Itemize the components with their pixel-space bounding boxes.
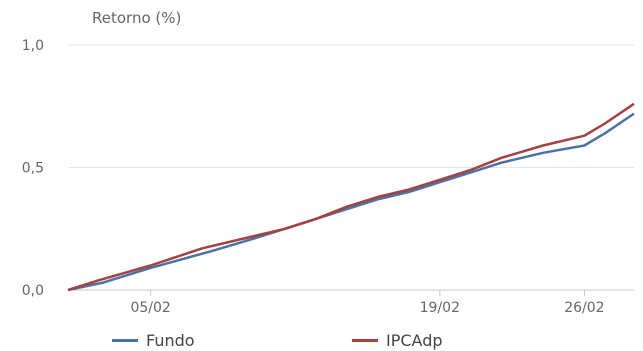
series-line-fundo[interactable]: [67, 112, 635, 292]
x-tick-label: 05/02: [130, 300, 170, 316]
legend-item-fundo[interactable]: Fundo: [112, 331, 195, 350]
x-tick-label: 26/02: [564, 300, 604, 316]
series-line-ipcadp[interactable]: [67, 102, 635, 292]
grid-lines: [68, 44, 634, 291]
legend-swatch-ipcadp: [352, 339, 378, 342]
y-tick-label: 0,0: [22, 283, 44, 299]
y-axis-label: Retorno (%): [92, 9, 182, 27]
y-tick-label: 0,5: [22, 161, 44, 177]
series-lines: [67, 102, 635, 292]
legend-item-ipcadp[interactable]: IPCAdp: [352, 331, 443, 350]
legend-label-ipcadp: IPCAdp: [386, 331, 443, 350]
legend: Fundo IPCAdp: [0, 331, 643, 351]
legend-label-fundo: Fundo: [146, 331, 195, 350]
y-tick-label: 1,0: [22, 38, 44, 54]
y-tick-labels: 0,0 0,5 1,0: [22, 38, 44, 299]
legend-swatch-fundo: [112, 339, 138, 342]
x-tick-labels: 05/02 19/02 26/02: [130, 290, 605, 316]
x-tick-label: 19/02: [420, 300, 460, 316]
